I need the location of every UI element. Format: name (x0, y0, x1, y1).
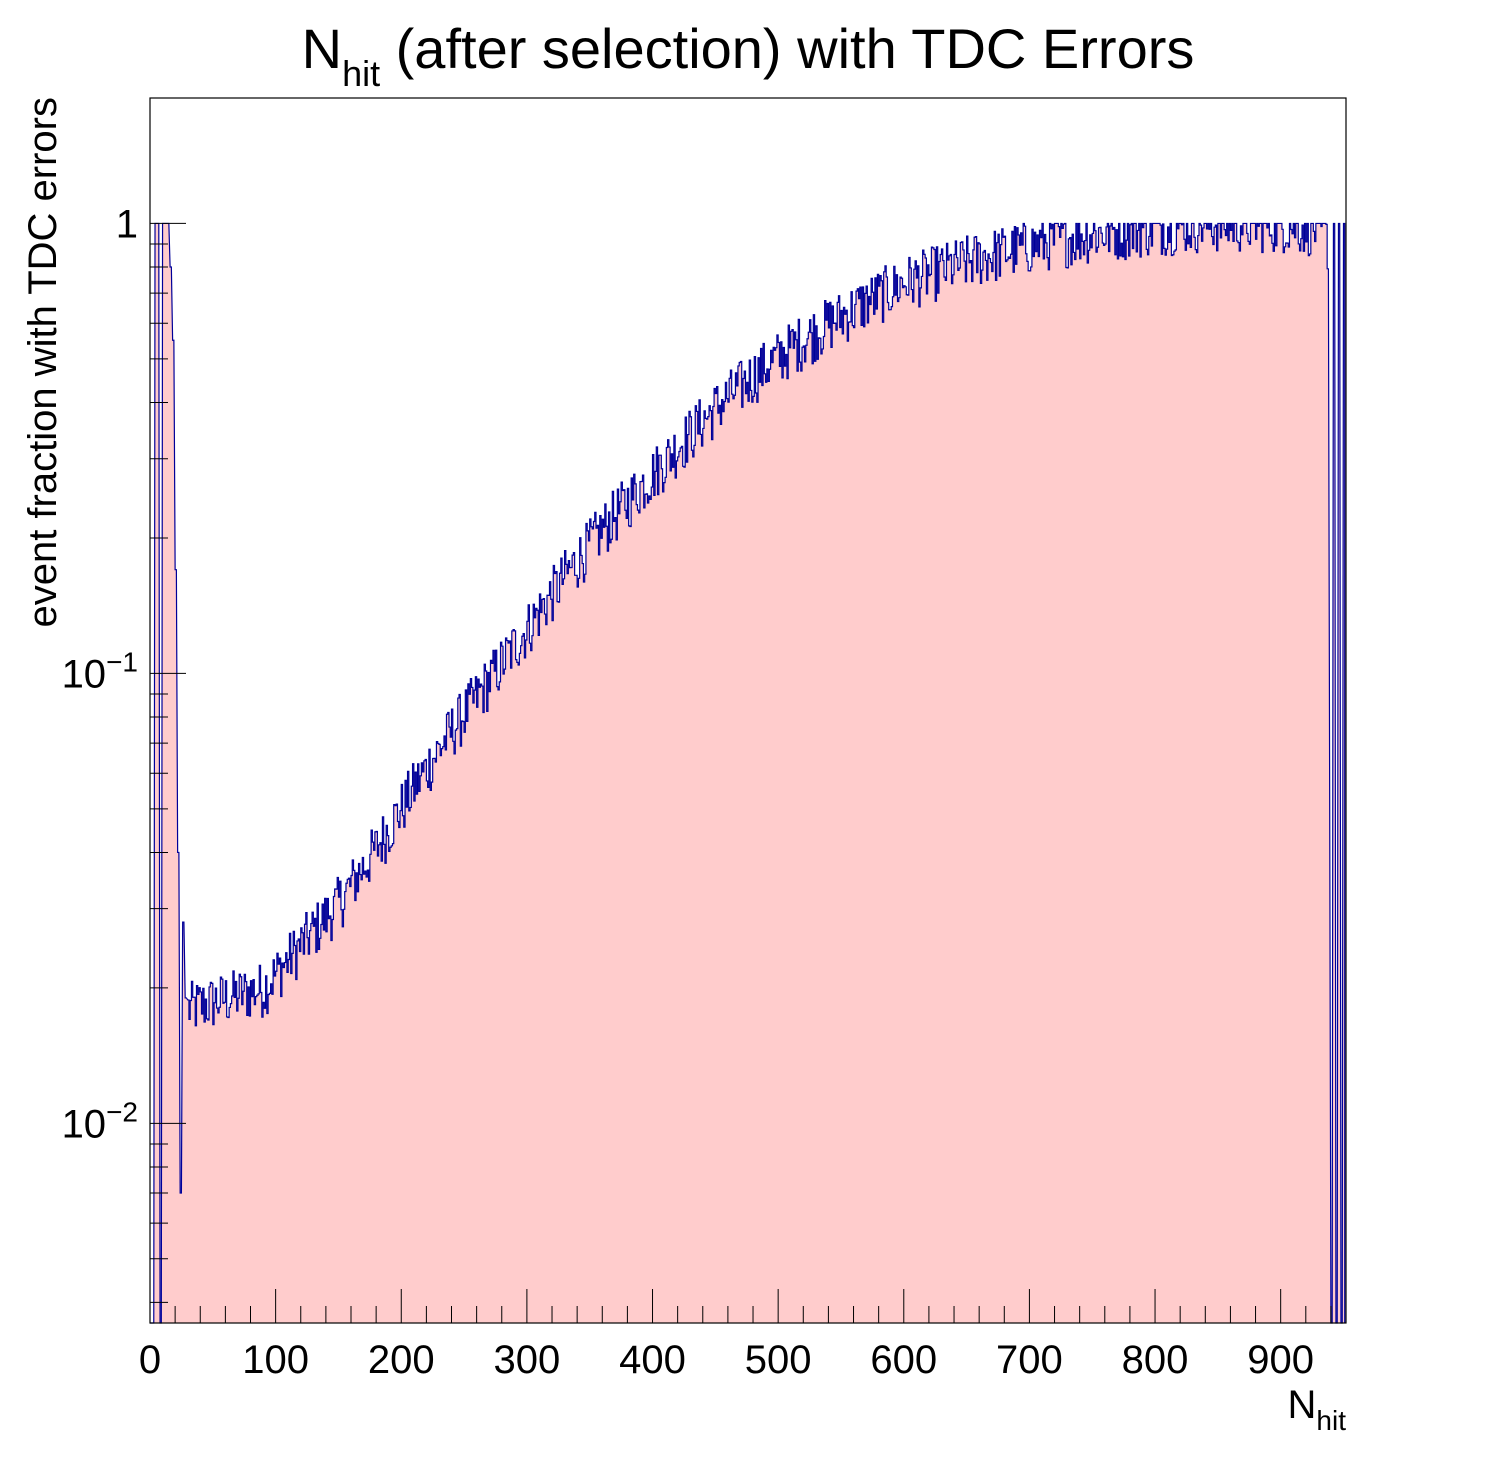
x-tick-label: 600 (870, 1338, 937, 1382)
x-tick-label: 0 (139, 1338, 161, 1382)
x-tick-label: 200 (368, 1338, 435, 1382)
x-axis-label: Nhit (1288, 1383, 1347, 1436)
y-tick-label: 10−2 (62, 1096, 138, 1146)
x-tick-label: 800 (1122, 1338, 1189, 1382)
x-label-main: N (1288, 1383, 1317, 1427)
x-tick-label: 700 (996, 1338, 1063, 1382)
histogram-fill (150, 223, 1345, 1323)
plot-area (150, 222, 1346, 1324)
x-tick-label: 500 (745, 1338, 812, 1382)
y-axis-ticks: 10−210−11 (62, 202, 186, 1303)
y-axis-label: event fraction with TDC errors (21, 97, 65, 628)
y-tick-base: 1 (116, 202, 138, 246)
x-axis-ticks: 0 100 200 300 400 500 600 700 800 900 (139, 1289, 1332, 1382)
x-tick-label: 900 (1247, 1338, 1314, 1382)
x-tick-label: 100 (242, 1338, 309, 1382)
chart-title: Nhit (after selection) with TDC Errors (302, 17, 1195, 94)
x-tick-label: 300 (494, 1338, 561, 1382)
y-tick-exponent: −2 (106, 1096, 138, 1127)
plot-frame (149, 97, 1347, 1324)
title-subscript: hit (342, 53, 380, 94)
y-tick-exponent: −1 (106, 646, 138, 677)
x-label-subscript: hit (1316, 1405, 1346, 1436)
title-main: N (302, 17, 342, 80)
x-tick-label: 400 (619, 1338, 686, 1382)
y-tick-base: 10 (62, 652, 107, 696)
y-tick-label: 10−1 (62, 646, 138, 696)
histogram-outline (150, 222, 1346, 1324)
y-tick-base: 10 (62, 1102, 107, 1146)
y-tick-label: 1 (116, 202, 138, 246)
title-rest: (after selection) with TDC Errors (380, 17, 1194, 80)
